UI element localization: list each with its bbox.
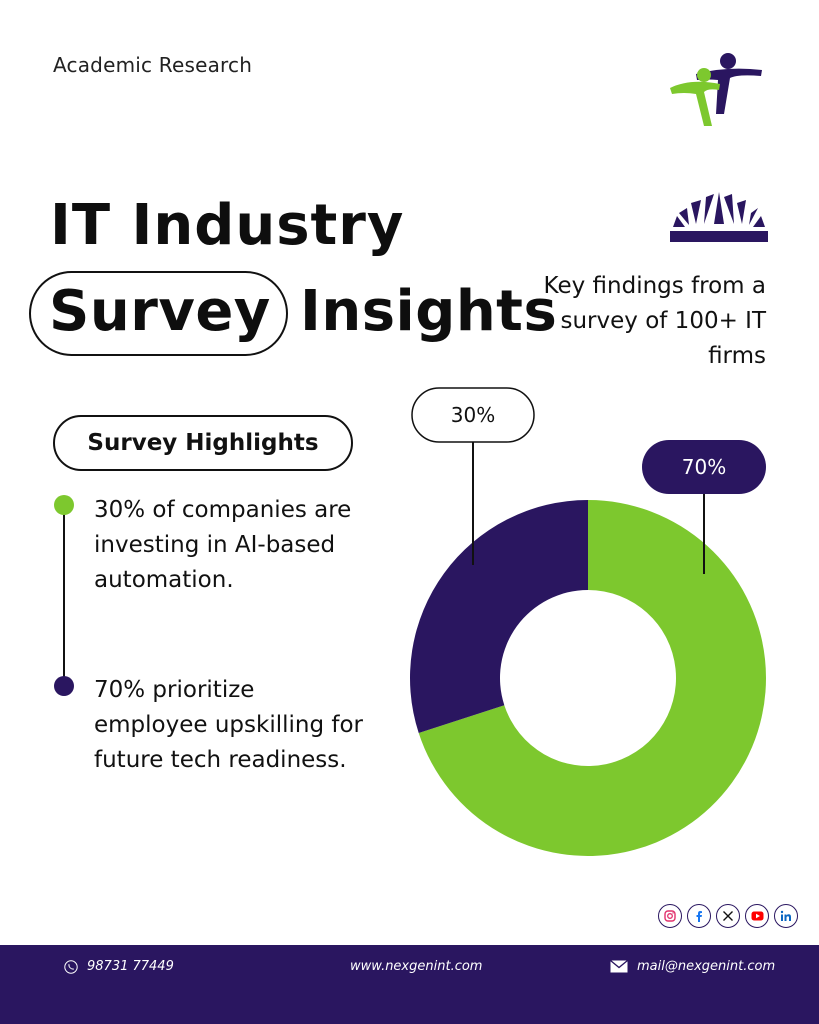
linkedin-icon[interactable]: [774, 904, 798, 928]
email-address: mail@nexgenint.com: [637, 959, 776, 974]
youtube-icon[interactable]: [745, 904, 769, 928]
eyebrow-label: Academic Research: [53, 53, 253, 77]
timeline-dot-purple: [54, 676, 74, 696]
title-word-insights: Insights: [300, 279, 558, 344]
phone-number: 98731 77449: [87, 959, 174, 974]
finding-ai-automation: 30% of companies are investing in AI-bas…: [94, 497, 352, 593]
highlights-heading: Survey Highlights: [53, 415, 353, 471]
sunburst-icon: [670, 192, 768, 242]
social-links: [658, 904, 798, 928]
callout-box-70: [642, 440, 766, 494]
instagram-icon[interactable]: [658, 904, 682, 928]
finding-upskilling: 70% prioritize employee upskilling for f…: [94, 677, 363, 773]
mail-icon: [610, 960, 628, 973]
donut-slice-30: [410, 500, 588, 734]
donut-chart: 30% 70%: [410, 387, 766, 856]
phone-icon: [64, 959, 78, 974]
website-url: www.nexgenint.com: [350, 959, 483, 974]
donut-slice-70: [418, 500, 766, 856]
footer-bar: 98731 77449 www.nexgenint.com mail@nexge…: [0, 945, 819, 1024]
facebook-icon[interactable]: [687, 904, 711, 928]
timeline-line: [63, 505, 65, 685]
tagline: Key findings from a survey of 100+ IT fi…: [543, 273, 766, 369]
logo-people-icon: [670, 53, 762, 126]
timeline-dot-green: [54, 495, 74, 515]
slice-label-70: 70%: [682, 455, 726, 479]
x-icon[interactable]: [716, 904, 740, 928]
callout-box-30: [411, 387, 535, 443]
title-pill-outline: [29, 271, 288, 356]
footer-email[interactable]: mail@nexgenint.com: [610, 959, 775, 974]
footer-phone[interactable]: 98731 77449: [64, 959, 174, 974]
slice-label-30: 30%: [451, 403, 495, 427]
footer-website[interactable]: www.nexgenint.com: [350, 959, 482, 974]
title-word-survey: Survey: [49, 279, 271, 344]
title-line-1: IT Industry: [50, 193, 405, 258]
